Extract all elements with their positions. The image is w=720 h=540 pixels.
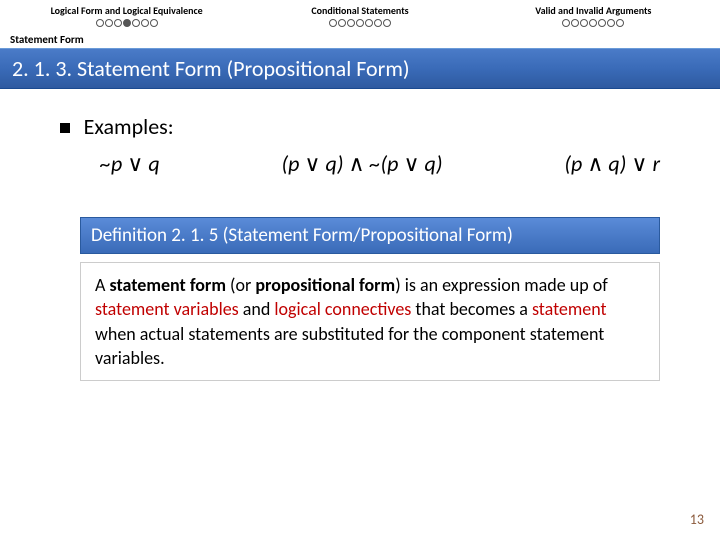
dot-icon: [383, 19, 391, 27]
dot-icon: [123, 19, 131, 27]
subheader: Statement Form: [0, 29, 720, 48]
formula-text: (p: [564, 150, 587, 177]
dot-icon: [329, 19, 337, 27]
formula-text: q): [420, 150, 443, 177]
dot-icon: [338, 19, 346, 27]
formula-text: ~(p: [365, 150, 404, 177]
dot-icon: [616, 19, 624, 27]
page-number: 13: [690, 511, 704, 528]
nav-label: Logical Form and Logical Equivalence: [10, 4, 243, 17]
or-op: ∨: [403, 151, 419, 176]
nav-item-logical-form: Logical Form and Logical Equivalence: [10, 4, 243, 27]
def-text: ) is an expression made up of: [395, 274, 608, 296]
or-op: ∨: [304, 151, 320, 176]
def-red: statement: [532, 298, 607, 320]
nav-label: Conditional Statements: [243, 4, 476, 17]
formula-1: ~p ∨ q: [100, 150, 160, 177]
def-term: propositional form: [255, 274, 395, 296]
def-red: statement variables: [95, 298, 239, 320]
dot-icon: [374, 19, 382, 27]
dot-icon: [356, 19, 364, 27]
nav-dots: [477, 19, 710, 27]
dot-icon: [150, 19, 158, 27]
formula-text: q): [321, 150, 349, 177]
dot-icon: [114, 19, 122, 27]
nav-label: Valid and Invalid Arguments: [477, 4, 710, 17]
examples-row: ~p ∨ q (p ∨ q) ∧ ~(p ∨ q) (p ∧ q) ∨ r: [60, 140, 680, 177]
def-red: logical connectives: [274, 298, 411, 320]
dot-icon: [571, 19, 579, 27]
examples-heading: Examples:: [60, 113, 680, 140]
dot-icon: [141, 19, 149, 27]
formula-3: (p ∧ q) ∨ r: [564, 150, 660, 177]
def-text: (or: [226, 274, 255, 296]
def-text: that becomes a: [411, 298, 532, 320]
dot-icon: [607, 19, 615, 27]
or-op: ∨: [631, 151, 647, 176]
examples-label: Examples:: [84, 113, 174, 140]
def-text: and: [239, 298, 275, 320]
definition-body: A statement form (or propositional form)…: [80, 262, 660, 381]
dot-icon: [347, 19, 355, 27]
formula-text: r: [647, 150, 660, 177]
nav-item-conditional: Conditional Statements: [243, 4, 476, 27]
formula-text: q): [603, 150, 631, 177]
dot-icon: [562, 19, 570, 27]
title-bar: 2. 1. 3. Statement Form (Propositional F…: [0, 48, 720, 89]
definition-title-box: Definition 2. 1. 5 (Statement Form/Propo…: [80, 217, 660, 254]
formula-text: q: [143, 150, 159, 177]
formula-text: (p: [281, 150, 304, 177]
dot-icon: [580, 19, 588, 27]
page-title: 2. 1. 3. Statement Form (Propositional F…: [12, 55, 410, 82]
dot-icon: [96, 19, 104, 27]
formula-2: (p ∨ q) ∧ ~(p ∨ q): [281, 150, 442, 177]
def-term: statement form: [109, 274, 226, 296]
formula-text: ~p: [100, 150, 127, 177]
nav-dots: [243, 19, 476, 27]
content-area: Examples: ~p ∨ q (p ∨ q) ∧ ~(p ∨ q) (p ∧…: [0, 89, 720, 187]
bullet-icon: [60, 123, 70, 133]
or-op: ∨: [127, 151, 143, 176]
dot-icon: [365, 19, 373, 27]
dot-icon: [598, 19, 606, 27]
and-op: ∧: [348, 151, 364, 176]
def-text: when actual statements are substituted f…: [95, 323, 604, 369]
definition-title: Definition 2. 1. 5 (Statement Form/Propo…: [91, 224, 513, 247]
dot-icon: [589, 19, 597, 27]
dot-icon: [132, 19, 140, 27]
nav-dots: [10, 19, 243, 27]
def-text: A: [95, 274, 109, 296]
nav-item-arguments: Valid and Invalid Arguments: [477, 4, 710, 27]
and-op: ∧: [587, 151, 603, 176]
dot-icon: [105, 19, 113, 27]
top-nav: Logical Form and Logical Equivalence Con…: [0, 0, 720, 29]
